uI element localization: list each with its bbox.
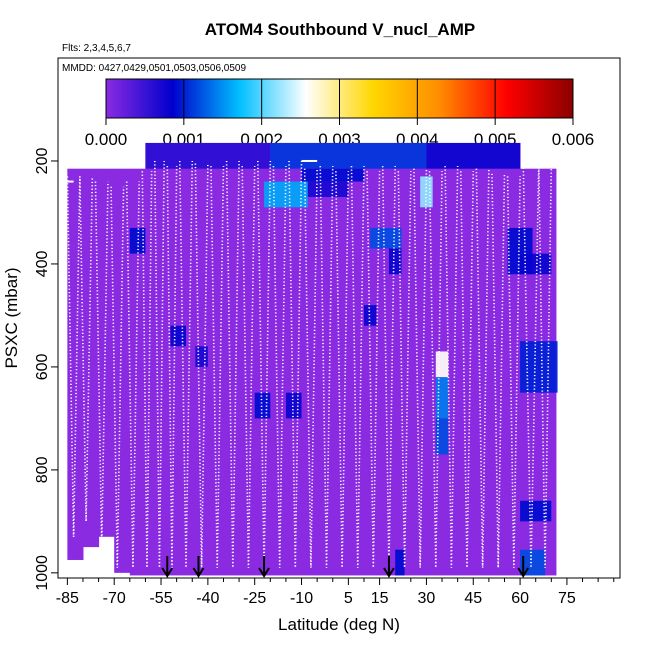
heatmap-patches: [129, 142, 558, 576]
heatmap-patch: [520, 500, 552, 522]
y-tick-label: 400: [34, 250, 51, 277]
profile-line: [241, 166, 256, 568]
heatmap-patch: [435, 351, 449, 378]
heatmap-patch: [395, 549, 405, 576]
profile-line: [506, 176, 521, 568]
x-tick-label: -10: [290, 590, 313, 607]
profile-line: [210, 166, 225, 568]
y-tick-label: 600: [34, 353, 51, 380]
heatmap-patch: [435, 418, 449, 455]
x-tick-label: -40: [196, 590, 219, 607]
heatmap-cell: [98, 168, 115, 537]
dates-note: MMDD: 0427,0429,0501,0503,0506,0509: [62, 63, 246, 74]
heatmap-patch: [270, 142, 427, 169]
x-tick-label: 75: [558, 590, 576, 607]
y-axis: 200 400 600 800 1000: [34, 148, 58, 591]
heatmap-patch: [520, 549, 546, 576]
heatmap-cell: [332, 142, 396, 576]
heatmap-patch: [370, 227, 402, 249]
x-tick-label: 60: [511, 590, 529, 607]
heatmap-patch: [426, 142, 521, 169]
x-tick-label: -55: [149, 590, 172, 607]
arrow-markers: [161, 556, 530, 578]
colorbar-tick-label: 0.000: [85, 130, 128, 149]
heatmap-patch: [254, 392, 271, 419]
arrow-head: [258, 567, 270, 578]
profile-line: [444, 166, 459, 568]
flight-profiles: [66, 159, 553, 568]
profile-line: [491, 173, 506, 568]
profile-line: [110, 186, 125, 568]
heatmap-patch: [388, 248, 402, 275]
x-tick-label: 45: [464, 590, 482, 607]
x-tick-label: 15: [371, 590, 389, 607]
arrow-head: [517, 567, 530, 578]
y-axis-label: PSXC (mbar): [2, 267, 21, 368]
profile-line: [79, 176, 94, 522]
colorbar-tick-label: 0.006: [552, 130, 595, 149]
x-tick-label: -70: [103, 590, 126, 607]
heatmap-cell: [82, 168, 100, 548]
heatmap-patch: [195, 346, 208, 367]
profile-line: [475, 168, 490, 568]
y-tick-label: 800: [34, 456, 51, 483]
profile-line: [303, 168, 318, 568]
heatmap-patch: [363, 305, 377, 326]
profile-line: [413, 168, 428, 568]
arrow-head: [383, 567, 395, 578]
heatmap-patch: [520, 341, 558, 393]
profile-line: [350, 166, 365, 568]
arrow-head: [192, 567, 205, 578]
arrow-head: [161, 567, 174, 578]
heatmap-patch: [145, 142, 271, 169]
x-axis: -85 -70 -55 -40 -25 -10 5 15 30 45 60 75: [56, 578, 615, 607]
heatmap-patch: [520, 253, 552, 275]
profile-line: [166, 166, 178, 568]
heatmap-patch: [307, 181, 349, 198]
x-axis-label: Latitude (deg N): [278, 615, 400, 634]
profile-line: [319, 166, 334, 568]
heatmap-patch: [129, 227, 146, 254]
plot-frame: [57, 57, 621, 579]
profile-line: [141, 171, 153, 568]
profile-line: [538, 166, 553, 568]
chart-title: ATOM4 Southbound V_nucl_AMP: [205, 20, 475, 39]
profile-line: [194, 163, 209, 568]
x-tick-label: 30: [418, 590, 436, 607]
heatmap-patch: [435, 377, 449, 419]
x-tick-label: -85: [56, 590, 79, 607]
profile-line: [66, 176, 81, 537]
heatmap-cell: [270, 142, 334, 576]
heatmap-cell: [67, 168, 84, 560]
flights-note: Flts: 2,3,4,5,6,7: [62, 43, 131, 54]
y-tick-label: 1000: [34, 555, 51, 591]
x-tick-label: -25: [243, 590, 266, 607]
heatmap-cell: [395, 142, 459, 576]
y-tick-label: 200: [34, 148, 51, 175]
heatmap-patch: [264, 181, 308, 208]
heatmap-patch: [170, 325, 187, 347]
colorbar: 0.000 0.001 0.002 0.003 0.004 0.005 0.006: [85, 78, 595, 149]
heatmap-cell: [457, 142, 505, 576]
profile-line: [272, 166, 287, 568]
profile-line: [94, 181, 109, 548]
profile-line: [125, 181, 140, 568]
heatmap-patch: [285, 392, 302, 419]
x-tick-label: 5: [344, 590, 353, 607]
